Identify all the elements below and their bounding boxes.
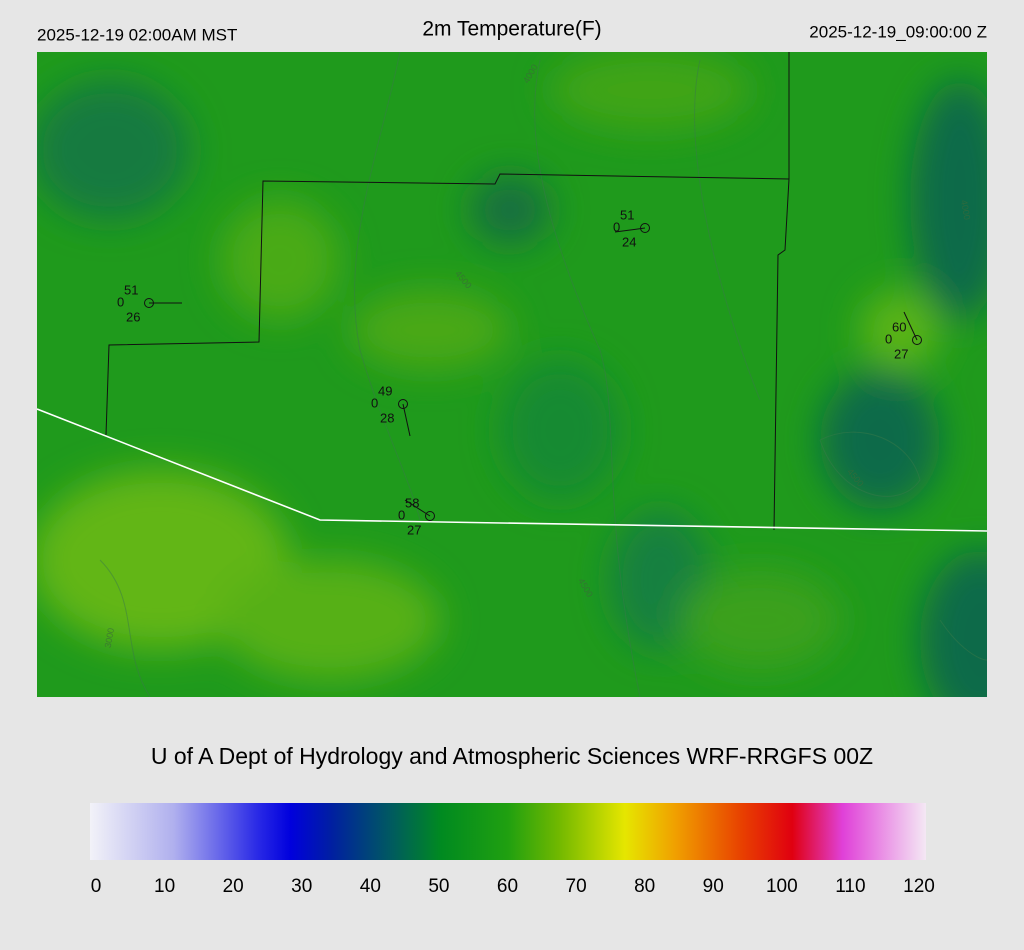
state-boundary [37,408,987,532]
station-cloud: 0 [885,331,892,346]
wind-barb [614,227,646,233]
wind-barb [402,403,411,437]
station-circle [640,223,650,233]
station-circle [912,335,922,345]
colorbar-tick-label: 70 [566,876,587,897]
colorbar-tick-label: 120 [903,876,935,897]
contour-label: 4000 [959,199,972,220]
station-cloud: 0 [117,294,124,309]
colorbar-tick-label: 60 [497,876,518,897]
colorbar-tick-label: 0 [91,876,102,897]
credit: U of A Dept of Hydrology and Atmospheric… [151,743,873,769]
station-cloud: 0 [613,219,620,234]
colorbar-tick-label: 10 [154,876,175,897]
station-dewpoint: 27 [407,522,421,537]
terrain-contours [99,52,987,697]
station-dewpoint: 24 [622,234,636,249]
wind-barb [903,311,918,341]
station-dewpoint: 26 [126,309,140,324]
station-temperature: 51 [124,282,138,297]
station-temperature: 49 [378,383,392,398]
colorbar-tick-label: 90 [703,876,724,897]
temperature-field [37,52,987,697]
colorbar-tick-label: 100 [766,876,798,897]
colorbar-tick-label: 40 [360,876,381,897]
colorbar [90,803,926,860]
station-cloud: 0 [398,507,405,522]
station-temperature: 58 [405,495,419,510]
colorbar-tick-label: 30 [291,876,312,897]
station-temperature: 51 [620,207,634,222]
contour-label: 3000 [103,627,116,648]
station-cloud: 0 [371,395,378,410]
station-dewpoint: 27 [894,346,908,361]
county-boundaries [105,52,790,531]
station-dewpoint: 28 [380,410,394,425]
colorbar-tick-label: 50 [428,876,449,897]
valid-time-utc: 2025-12-19_09:00:00 Z [809,22,987,41]
station-circle [398,399,408,409]
station-temperature: 60 [892,319,906,334]
map [37,52,987,697]
colorbar-tick-label: 20 [223,876,244,897]
station-circle [425,511,435,521]
colorbar-tick-label: 110 [835,876,865,897]
map-title: 2m Temperature(F) [422,18,601,41]
colorbar-tick-label: 80 [634,876,655,897]
valid-time-local: 2025-12-19 02:00AM MST [37,25,237,44]
station-circle [144,298,154,308]
